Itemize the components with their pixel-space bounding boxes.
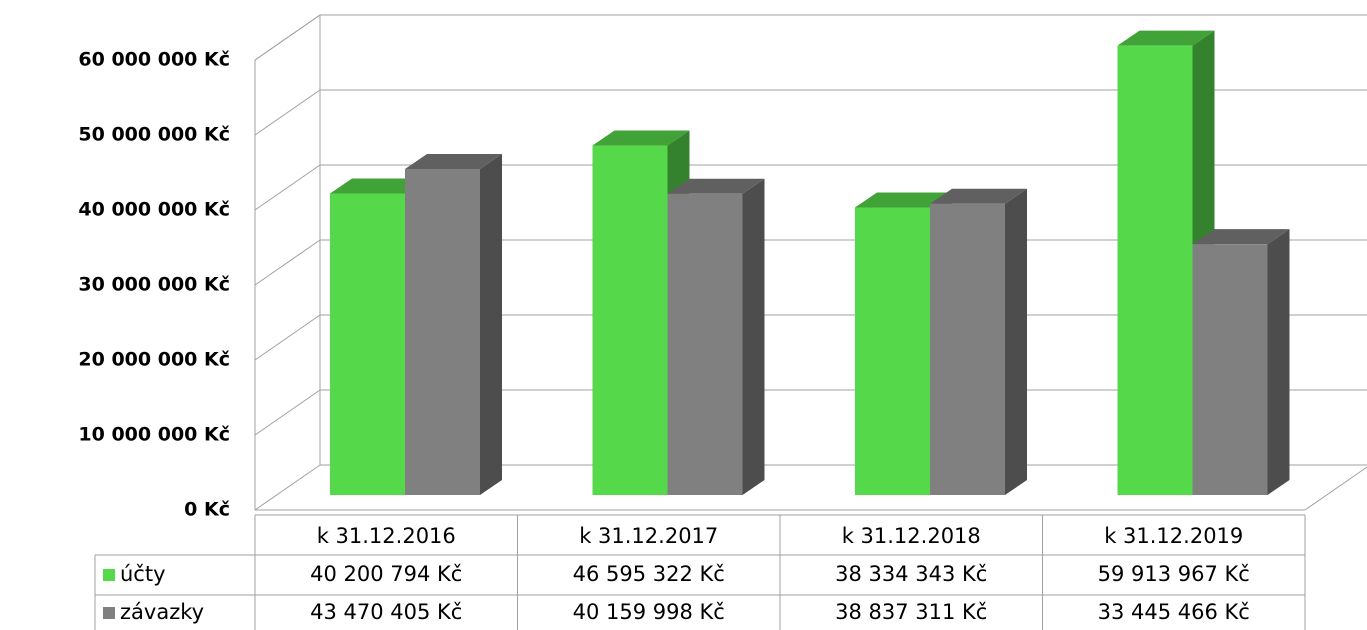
category-label: k 31.12.2019	[1104, 524, 1243, 548]
bar	[592, 145, 668, 495]
data-table-value: 38 334 343 Kč	[835, 562, 987, 586]
data-table-value: 40 200 794 Kč	[310, 562, 462, 586]
y-tick-label: 10 000 000 Kč	[78, 424, 230, 446]
bar	[1117, 45, 1193, 495]
category-label: k 31.12.2017	[579, 524, 718, 548]
bar-top	[855, 192, 952, 208]
legend-marker	[103, 607, 115, 619]
grid-line	[254, 314, 321, 361]
category-label: k 31.12.2016	[317, 524, 456, 548]
y-tick-label: 30 000 000 Kč	[78, 274, 230, 296]
data-table-value: 59 913 967 Kč	[1098, 562, 1250, 586]
bar-side	[1267, 229, 1290, 496]
data-table-value: 40 159 998 Kč	[573, 600, 725, 624]
legend-marker	[103, 569, 115, 581]
data-table-value: 46 595 322 Kč	[573, 562, 725, 586]
y-tick-label: 40 000 000 Kč	[78, 199, 230, 221]
bar-top	[405, 153, 502, 169]
y-tick-label: 50 000 000 Kč	[78, 124, 230, 146]
bar-side	[1005, 188, 1027, 496]
category-label: k 31.12.2018	[842, 524, 981, 548]
grid-line	[254, 464, 321, 511]
bar-top	[1192, 229, 1290, 245]
legend-label: účty	[120, 562, 166, 586]
bar-side	[742, 178, 765, 495]
bar	[1192, 244, 1268, 495]
grid-line	[254, 389, 321, 436]
data-table-value: 38 837 311 Kč	[835, 600, 987, 624]
data-table-value: 33 445 466 Kč	[1098, 600, 1250, 624]
bar-side	[480, 153, 502, 495]
bar-top	[330, 178, 427, 194]
y-tick-label: 20 000 000 Kč	[78, 349, 230, 371]
floor-edge	[1304, 466, 1367, 511]
bar-top	[592, 130, 690, 146]
bar	[330, 193, 405, 495]
bar-top	[1117, 30, 1215, 46]
grid-line	[254, 239, 321, 286]
y-tick-label: 60 000 000 Kč	[78, 49, 230, 71]
grid-line	[254, 14, 321, 61]
legend-label: závazky	[120, 600, 204, 624]
grid-line	[254, 89, 321, 136]
bar-top	[930, 188, 1027, 204]
bar	[930, 203, 1005, 496]
bar	[855, 207, 930, 495]
bar	[405, 168, 480, 495]
y-tick-label: 0 Kč	[184, 499, 230, 521]
bar-top	[667, 178, 765, 194]
bar	[667, 193, 743, 495]
grid-line	[254, 164, 321, 211]
data-table-value: 43 470 405 Kč	[310, 600, 462, 624]
